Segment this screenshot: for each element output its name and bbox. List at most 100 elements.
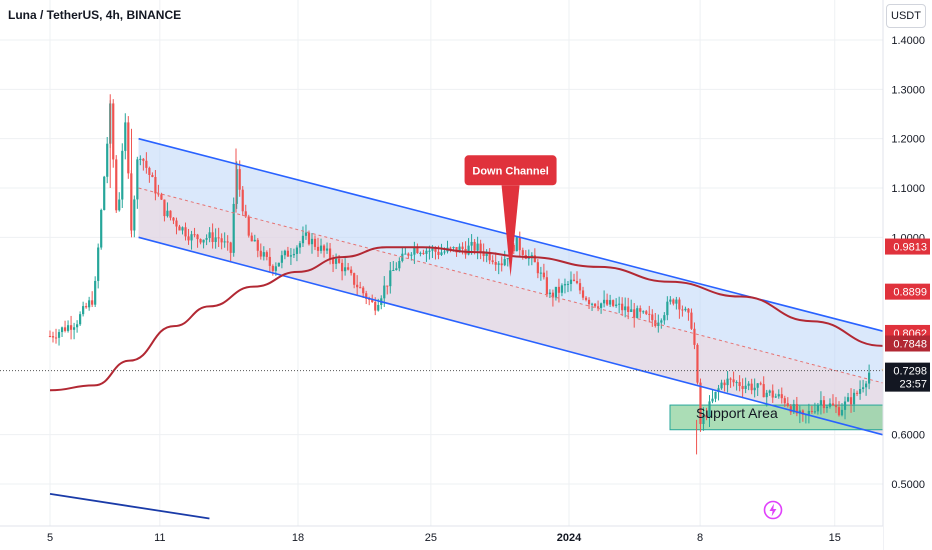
support-area-label: Support Area bbox=[696, 405, 778, 421]
time-tick-label: 15 bbox=[829, 532, 841, 544]
candle-body bbox=[702, 415, 705, 424]
candle-body bbox=[181, 227, 184, 231]
candle-body bbox=[780, 394, 783, 399]
candle-body bbox=[491, 260, 494, 263]
candle-body bbox=[521, 250, 524, 255]
candle-body bbox=[151, 174, 154, 177]
candle-body bbox=[506, 258, 509, 260]
candle-body bbox=[795, 404, 798, 414]
candle-body bbox=[220, 238, 223, 243]
candle-body bbox=[304, 232, 308, 236]
candle-body bbox=[828, 403, 832, 407]
candle-body bbox=[485, 252, 488, 257]
candle-body bbox=[274, 266, 277, 271]
candle-body bbox=[846, 397, 850, 402]
candle-body bbox=[657, 322, 660, 326]
candles bbox=[48, 94, 871, 455]
candle-body bbox=[377, 304, 380, 311]
candle-body bbox=[301, 235, 305, 244]
candle-body bbox=[136, 159, 139, 200]
candle-body bbox=[615, 304, 618, 306]
candle-body bbox=[404, 253, 407, 255]
candle-body bbox=[551, 292, 555, 298]
candle-body bbox=[443, 251, 446, 253]
candle-body bbox=[121, 150, 124, 200]
candle-body bbox=[461, 246, 464, 249]
price-tag bbox=[885, 283, 930, 300]
candle-body bbox=[834, 405, 838, 408]
candle-body bbox=[208, 232, 211, 239]
price-tick-label: 0.6000 bbox=[891, 430, 925, 442]
candle-body bbox=[337, 258, 341, 263]
candle-body bbox=[328, 248, 332, 259]
candle-body bbox=[861, 387, 865, 390]
candle-body bbox=[609, 300, 612, 305]
candle-body bbox=[413, 247, 416, 255]
countdown-tag bbox=[885, 376, 930, 392]
candle-body bbox=[801, 410, 804, 415]
candle-body bbox=[452, 247, 455, 249]
currency-button[interactable]: USDT bbox=[886, 4, 926, 28]
candle-body bbox=[675, 299, 678, 304]
candle-body bbox=[88, 300, 91, 308]
candle-body bbox=[115, 159, 118, 211]
candle-body bbox=[63, 327, 67, 331]
price-tag-label: 0.7848 bbox=[893, 338, 927, 350]
candle-body bbox=[593, 303, 597, 307]
candle-body bbox=[639, 308, 642, 312]
candle-body bbox=[103, 176, 106, 210]
candle-body bbox=[172, 217, 175, 221]
candle-body bbox=[419, 252, 422, 254]
candle-body bbox=[72, 327, 76, 330]
candle-body bbox=[259, 250, 262, 257]
countdown-label: 23:57 bbox=[899, 379, 927, 391]
price-tick-label: 1.3000 bbox=[891, 84, 925, 96]
candle-body bbox=[807, 410, 810, 415]
candle-body bbox=[476, 243, 479, 251]
candle-body bbox=[250, 235, 253, 242]
candle-body bbox=[831, 403, 835, 406]
candle-body bbox=[732, 379, 735, 383]
candle-body bbox=[286, 250, 290, 257]
time-tick-label: 25 bbox=[425, 532, 437, 544]
candle-body bbox=[157, 193, 160, 195]
candle-body bbox=[368, 298, 371, 300]
candle-body bbox=[175, 220, 178, 227]
time-tick-label: 5 bbox=[47, 532, 53, 544]
candle-body bbox=[280, 255, 283, 263]
candle-body bbox=[60, 327, 64, 333]
candle-body bbox=[467, 245, 470, 255]
candle-body bbox=[545, 277, 548, 295]
candle-body bbox=[783, 398, 786, 404]
candle-body bbox=[341, 262, 344, 272]
candle-body bbox=[705, 415, 708, 418]
candle-body bbox=[434, 248, 437, 252]
candle-body bbox=[843, 401, 847, 410]
moving-average-line bbox=[49, 246, 883, 392]
candle-body bbox=[560, 285, 564, 293]
candle-body bbox=[578, 283, 582, 291]
candle-body bbox=[708, 401, 711, 418]
candle-body bbox=[696, 344, 699, 383]
candle-body bbox=[762, 384, 765, 398]
candle-body bbox=[512, 244, 515, 252]
candle-body bbox=[232, 203, 235, 253]
time-tick-label: 11 bbox=[154, 532, 165, 544]
time-axis-bg bbox=[0, 526, 883, 550]
lightning-icon[interactable] bbox=[763, 500, 783, 520]
candle-body bbox=[669, 299, 672, 302]
candle-body bbox=[720, 382, 723, 389]
candle-body bbox=[319, 245, 323, 251]
price-tick-label: 1.2000 bbox=[891, 134, 925, 146]
candle-body bbox=[229, 242, 232, 253]
candle-body bbox=[714, 391, 717, 399]
candle-body bbox=[148, 167, 151, 175]
candle-body bbox=[855, 392, 859, 394]
candle-body bbox=[256, 239, 259, 251]
candle-body bbox=[717, 388, 720, 392]
candle-body bbox=[106, 143, 109, 177]
candle-body bbox=[142, 158, 145, 161]
down-channel-callout bbox=[464, 155, 557, 186]
candle-body bbox=[118, 199, 121, 211]
